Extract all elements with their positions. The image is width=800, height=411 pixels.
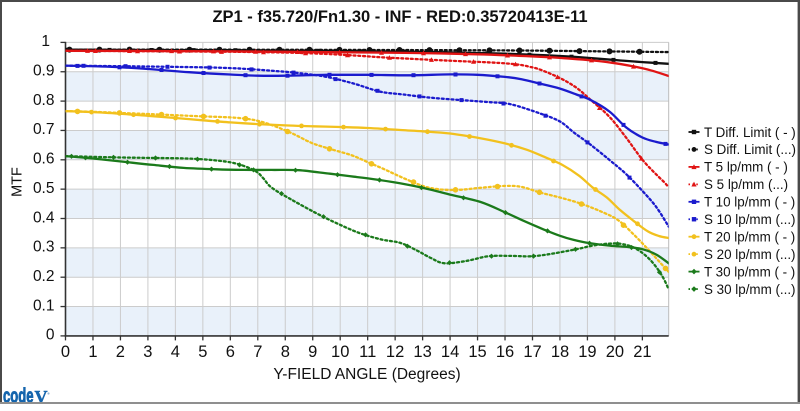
svg-text:S 30 lp/mm (...): S 30 lp/mm (...) [704,282,796,297]
svg-text:20: 20 [606,343,624,361]
svg-text:ZP1 - f35.720/Fn1.30 - INF - R: ZP1 - f35.720/Fn1.30 - INF - RED:0.35720… [212,8,587,26]
svg-text:0.1: 0.1 [33,297,55,314]
svg-text:6: 6 [226,343,235,361]
svg-text:16: 16 [496,343,514,361]
svg-text:S 10 lp/mm (...): S 10 lp/mm (...) [704,212,796,227]
svg-text:12: 12 [386,343,404,361]
svg-text:3: 3 [143,343,152,361]
svg-text:2: 2 [116,343,125,361]
svg-text:21: 21 [633,343,651,361]
svg-text:T 30 lp/mm ( - ): T 30 lp/mm ( - ) [704,264,795,279]
svg-text:S 20 lp/mm (...): S 20 lp/mm (...) [704,247,796,262]
svg-text:T 10 lp/mm ( - ): T 10 lp/mm ( - ) [704,195,795,210]
svg-text:0: 0 [61,343,70,361]
svg-text:0.3: 0.3 [33,239,55,256]
svg-text:0.9: 0.9 [33,63,55,80]
svg-text:10: 10 [331,343,349,361]
svg-text:13: 13 [413,343,431,361]
svg-text:Y-FIELD ANGLE (Degrees): Y-FIELD ANGLE (Degrees) [273,366,460,383]
svg-text:0: 0 [46,327,55,344]
svg-text:8: 8 [281,343,290,361]
svg-text:S 5 lp/mm (...): S 5 lp/mm (...) [704,177,788,192]
svg-text:4: 4 [171,343,180,361]
svg-text:7: 7 [253,343,262,361]
svg-text:0.5: 0.5 [33,180,55,197]
svg-text:17: 17 [523,343,541,361]
svg-text:0.7: 0.7 [33,121,55,138]
svg-text:T 5 lp/mm ( - ): T 5 lp/mm ( - ) [704,160,788,175]
svg-text:MTF: MTF [10,167,26,197]
svg-text:14: 14 [441,343,459,361]
svg-text:T Diff. Limit ( - ): T Diff. Limit ( - ) [704,125,796,140]
svg-text:T 20 lp/mm ( - ): T 20 lp/mm ( - ) [704,230,795,245]
svg-text:15: 15 [468,343,486,361]
svg-text:0.2: 0.2 [33,268,55,285]
svg-text:0.8: 0.8 [33,92,55,109]
svg-text:9: 9 [308,343,317,361]
svg-text:S Diff. Limit (...): S Diff. Limit (...) [704,142,796,157]
svg-text:1: 1 [88,343,97,361]
svg-text:1: 1 [41,33,50,50]
svg-text:18: 18 [551,343,569,361]
svg-text:11: 11 [359,343,376,361]
svg-text:5: 5 [198,343,207,361]
svg-text:0.4: 0.4 [33,209,55,226]
svg-text:19: 19 [578,343,596,361]
svg-text:0.6: 0.6 [33,151,55,168]
